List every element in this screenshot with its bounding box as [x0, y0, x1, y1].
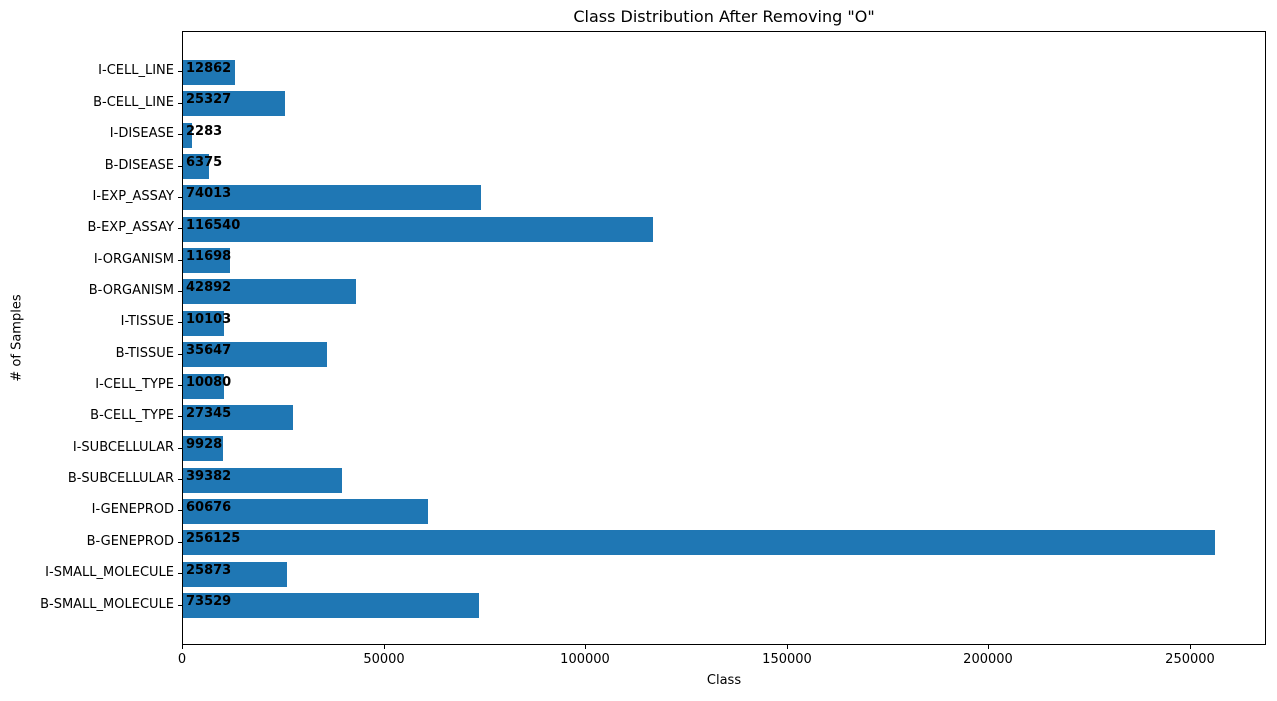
- bar-value-label: 73529: [186, 594, 232, 609]
- x-tick-label: 0: [177, 652, 187, 667]
- y-tick-label: I-SUBCELLULAR: [72, 440, 174, 455]
- bar: [183, 593, 479, 618]
- y-tick-label: B-DISEASE: [104, 158, 174, 173]
- y-tick-mark: [178, 448, 182, 449]
- chart-title: Class Distribution After Removing "O": [573, 7, 875, 26]
- x-tick-mark: [384, 645, 385, 649]
- bar: [183, 217, 653, 242]
- x-tick-mark: [787, 645, 788, 649]
- bar: [183, 60, 235, 85]
- bar-value-label: 2283: [186, 124, 223, 139]
- y-tick-label: I-CELL_LINE: [98, 63, 174, 78]
- bar: [183, 91, 285, 116]
- y-tick-mark: [178, 416, 182, 417]
- x-tick-label: 50000: [363, 652, 405, 667]
- bar: [183, 499, 428, 524]
- y-tick-mark: [178, 134, 182, 135]
- bar: [183, 154, 209, 179]
- y-tick-label: B-TISSUE: [115, 346, 174, 361]
- y-tick-mark: [178, 228, 182, 229]
- y-tick-label: B-CELL_LINE: [93, 95, 174, 110]
- y-tick-label: B-CELL_TYPE: [90, 408, 174, 423]
- plot-area: 12862 25327 2283 6375 74013 116540 11698 42892 1…: [182, 31, 1266, 645]
- bar: [183, 530, 1215, 555]
- y-tick-mark: [178, 510, 182, 511]
- y-tick-label: I-DISEASE: [109, 126, 174, 141]
- y-tick-mark: [178, 322, 182, 323]
- x-tick-label: 150000: [762, 652, 812, 667]
- y-tick-mark: [178, 291, 182, 292]
- bar: [183, 374, 224, 399]
- bar-value-label: 27345: [186, 406, 232, 421]
- bar: [183, 405, 293, 430]
- bar: [183, 248, 230, 273]
- y-tick-label: B-GENEPROD: [86, 534, 174, 549]
- y-tick-mark: [178, 260, 182, 261]
- bar-value-label: 42892: [186, 280, 232, 295]
- y-tick-mark: [178, 542, 182, 543]
- bar-value-label: 35647: [186, 343, 232, 358]
- bar-value-label: 25327: [186, 92, 232, 107]
- x-tick-label: 250000: [1165, 652, 1215, 667]
- x-tick-mark: [988, 645, 989, 649]
- y-tick-label: B-EXP_ASSAY: [87, 220, 174, 235]
- x-tick-mark: [182, 645, 183, 649]
- bar-value-label: 12862: [186, 61, 232, 76]
- y-tick-label: I-ORGANISM: [93, 252, 174, 267]
- y-tick-mark: [178, 103, 182, 104]
- bar: [183, 311, 224, 336]
- y-tick-mark: [178, 479, 182, 480]
- x-tick-mark: [585, 645, 586, 649]
- x-tick-mark: [1190, 645, 1191, 649]
- y-tick-label: I-SMALL_MOLECULE: [45, 565, 174, 580]
- bar: [183, 468, 342, 493]
- bar-value-label: 25873: [186, 563, 232, 578]
- y-tick-mark: [178, 197, 182, 198]
- x-tick-label: 100000: [560, 652, 610, 667]
- bar-value-label: 74013: [186, 186, 232, 201]
- x-tick-label: 200000: [963, 652, 1013, 667]
- y-axis-label: # of Samples: [9, 294, 25, 382]
- bar-value-label: 116540: [186, 218, 241, 233]
- bar-value-label: 60676: [186, 500, 232, 515]
- bar: [183, 436, 223, 461]
- y-tick-mark: [178, 573, 182, 574]
- bar-value-label: 10080: [186, 375, 232, 390]
- y-tick-mark: [178, 71, 182, 72]
- bar-value-label: 10103: [186, 312, 232, 327]
- y-tick-label: I-GENEPROD: [91, 502, 174, 517]
- x-axis-label: Class: [706, 673, 742, 688]
- bar: [183, 279, 356, 304]
- bar-value-label: 39382: [186, 469, 232, 484]
- bar: [183, 562, 287, 587]
- y-tick-label: B-SUBCELLULAR: [67, 471, 174, 486]
- y-tick-label: I-CELL_TYPE: [95, 377, 174, 392]
- y-tick-label: I-TISSUE: [120, 314, 174, 329]
- bar: [183, 123, 192, 148]
- y-tick-label: B-SMALL_MOLECULE: [40, 597, 174, 612]
- y-tick-label: B-ORGANISM: [88, 283, 174, 298]
- bar: [183, 342, 327, 367]
- bar: [183, 185, 481, 210]
- bar-value-label: 9928: [186, 437, 223, 452]
- y-tick-label: I-EXP_ASSAY: [92, 189, 174, 204]
- bar-value-label: 256125: [186, 531, 241, 546]
- y-tick-mark: [178, 605, 182, 606]
- bar-value-label: 11698: [186, 249, 232, 264]
- y-tick-mark: [178, 166, 182, 167]
- y-tick-mark: [178, 385, 182, 386]
- bar-value-label: 6375: [186, 155, 223, 170]
- y-tick-mark: [178, 354, 182, 355]
